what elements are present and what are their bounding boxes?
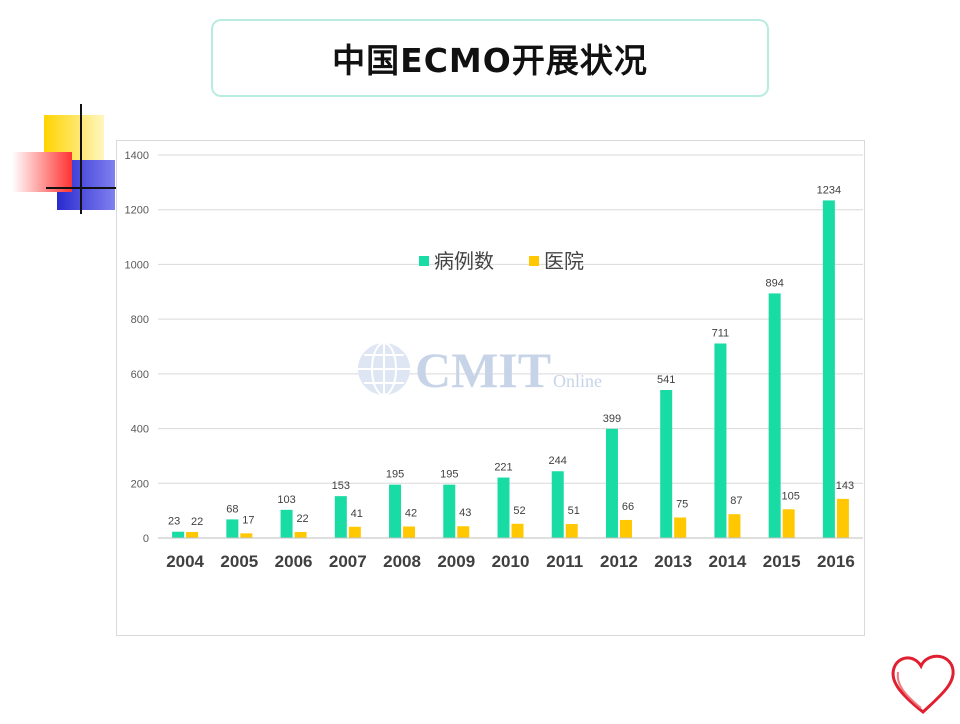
data-label-hospitals: 66	[622, 501, 634, 513]
data-label-cases: 103	[277, 494, 295, 506]
x-tick-label: 2008	[383, 552, 421, 571]
bar-hospitals	[294, 531, 307, 538]
bar-hospitals	[240, 533, 253, 538]
bar-cases	[714, 343, 727, 538]
legend-swatch-hospitals	[529, 256, 539, 266]
bar-cases	[605, 428, 618, 538]
data-label-hospitals: 87	[730, 495, 742, 507]
slide-title: 中国ECMO开展状况	[332, 41, 648, 80]
data-label-cases: 1234	[817, 184, 841, 196]
data-label-hospitals: 105	[781, 490, 799, 502]
chart-frame: CMIT Online 23 22 68 17 103 22 153 41 195 42 195 43…	[116, 140, 865, 636]
bar-cases	[497, 477, 510, 538]
y-tick-label: 1200	[125, 205, 149, 217]
y-tick-label: 200	[131, 478, 149, 490]
bar-hospitals	[348, 526, 361, 538]
data-label-cases: 68	[226, 503, 238, 515]
axes: 0 200 400 600 800 1000 1200 1400 2004 2005 2006 200…	[125, 150, 863, 571]
y-tick-label: 1400	[125, 150, 149, 162]
data-label-hospitals: 17	[242, 514, 254, 526]
x-tick-label: 2009	[437, 552, 475, 571]
bar-cases	[280, 509, 293, 538]
bar-cases	[334, 496, 347, 538]
heart-logo	[888, 650, 958, 724]
watermark-brand: CMIT	[415, 342, 551, 398]
x-tick-label: 2013	[654, 552, 692, 571]
bar-cases	[172, 531, 185, 538]
data-label-hospitals: 42	[405, 508, 417, 520]
bar-hospitals	[511, 523, 524, 538]
x-tick-label: 2010	[492, 552, 530, 571]
watermark-sub: Online	[553, 371, 602, 391]
data-label-hospitals: 75	[676, 498, 688, 510]
x-tick-label: 2014	[709, 552, 747, 571]
bar-cases	[822, 200, 835, 539]
bar-hospitals	[674, 517, 687, 538]
data-label-cases: 541	[657, 374, 675, 386]
bar-cases	[768, 293, 781, 538]
data-label-cases: 195	[440, 469, 458, 481]
data-label-hospitals: 22	[191, 516, 203, 528]
data-label-hospitals: 52	[513, 505, 525, 517]
y-tick-label: 0	[143, 533, 149, 545]
data-label-cases: 23	[168, 516, 180, 528]
data-label-cases: 195	[386, 469, 404, 481]
x-tick-label: 2007	[329, 552, 367, 571]
x-tick-label: 2004	[166, 552, 204, 571]
y-tick-label: 800	[131, 314, 149, 326]
data-label-cases: 894	[765, 277, 783, 289]
legend-label-cases: 病例数	[434, 249, 494, 273]
bar-cases	[226, 519, 239, 538]
data-label-hospitals: 22	[296, 513, 308, 525]
x-tick-label: 2011	[546, 552, 583, 571]
bar-hospitals	[728, 514, 741, 538]
bar-cases	[660, 389, 673, 538]
title-box: 中国ECMO开展状况	[211, 19, 769, 97]
globe-icon	[358, 342, 410, 396]
bar-chart: CMIT Online 23 22 68 17 103 22 153 41 195 42 195 43…	[117, 141, 864, 635]
data-label-cases: 399	[603, 413, 621, 425]
legend-swatch-cases	[419, 256, 429, 266]
legend: 病例数 医院	[419, 249, 584, 273]
data-label-hospitals: 43	[459, 507, 471, 519]
bar-cases	[389, 484, 402, 538]
data-labels: 23 22681710322153411954219543221522445139…	[168, 184, 854, 528]
cmit-watermark: CMIT Online	[358, 342, 602, 398]
bars	[172, 200, 849, 539]
chart-svg: CMIT Online 23 22681710322153411954219543…	[125, 150, 863, 571]
x-tick-label: 2016	[817, 552, 855, 571]
data-label-cases: 221	[494, 462, 512, 474]
bar-cases	[551, 471, 564, 538]
bar-hospitals	[186, 531, 199, 538]
data-label-cases: 711	[712, 327, 730, 339]
y-tick-label: 1000	[125, 259, 149, 271]
decorative-squares	[10, 100, 120, 220]
y-tick-label: 400	[131, 424, 149, 436]
x-tick-label: 2006	[275, 552, 313, 571]
y-tick-label: 600	[131, 369, 149, 381]
data-label-cases: 153	[332, 480, 350, 492]
x-tick-label: 2015	[763, 552, 801, 571]
data-label-hospitals: 143	[836, 480, 854, 492]
data-label-hospitals: 41	[351, 508, 363, 520]
x-tick-label: 2005	[220, 552, 258, 571]
bar-hospitals	[457, 526, 470, 538]
legend-label-hospitals: 医院	[544, 249, 584, 273]
x-tick-label: 2012	[600, 552, 638, 571]
bar-hospitals	[836, 498, 849, 538]
bar-cases	[443, 484, 456, 538]
bar-hospitals	[565, 524, 578, 538]
bar-hospitals	[619, 519, 632, 538]
bar-hospitals	[782, 509, 795, 538]
data-label-hospitals: 51	[568, 505, 580, 517]
bar-hospitals	[403, 526, 416, 538]
data-label-cases: 244	[549, 455, 567, 467]
